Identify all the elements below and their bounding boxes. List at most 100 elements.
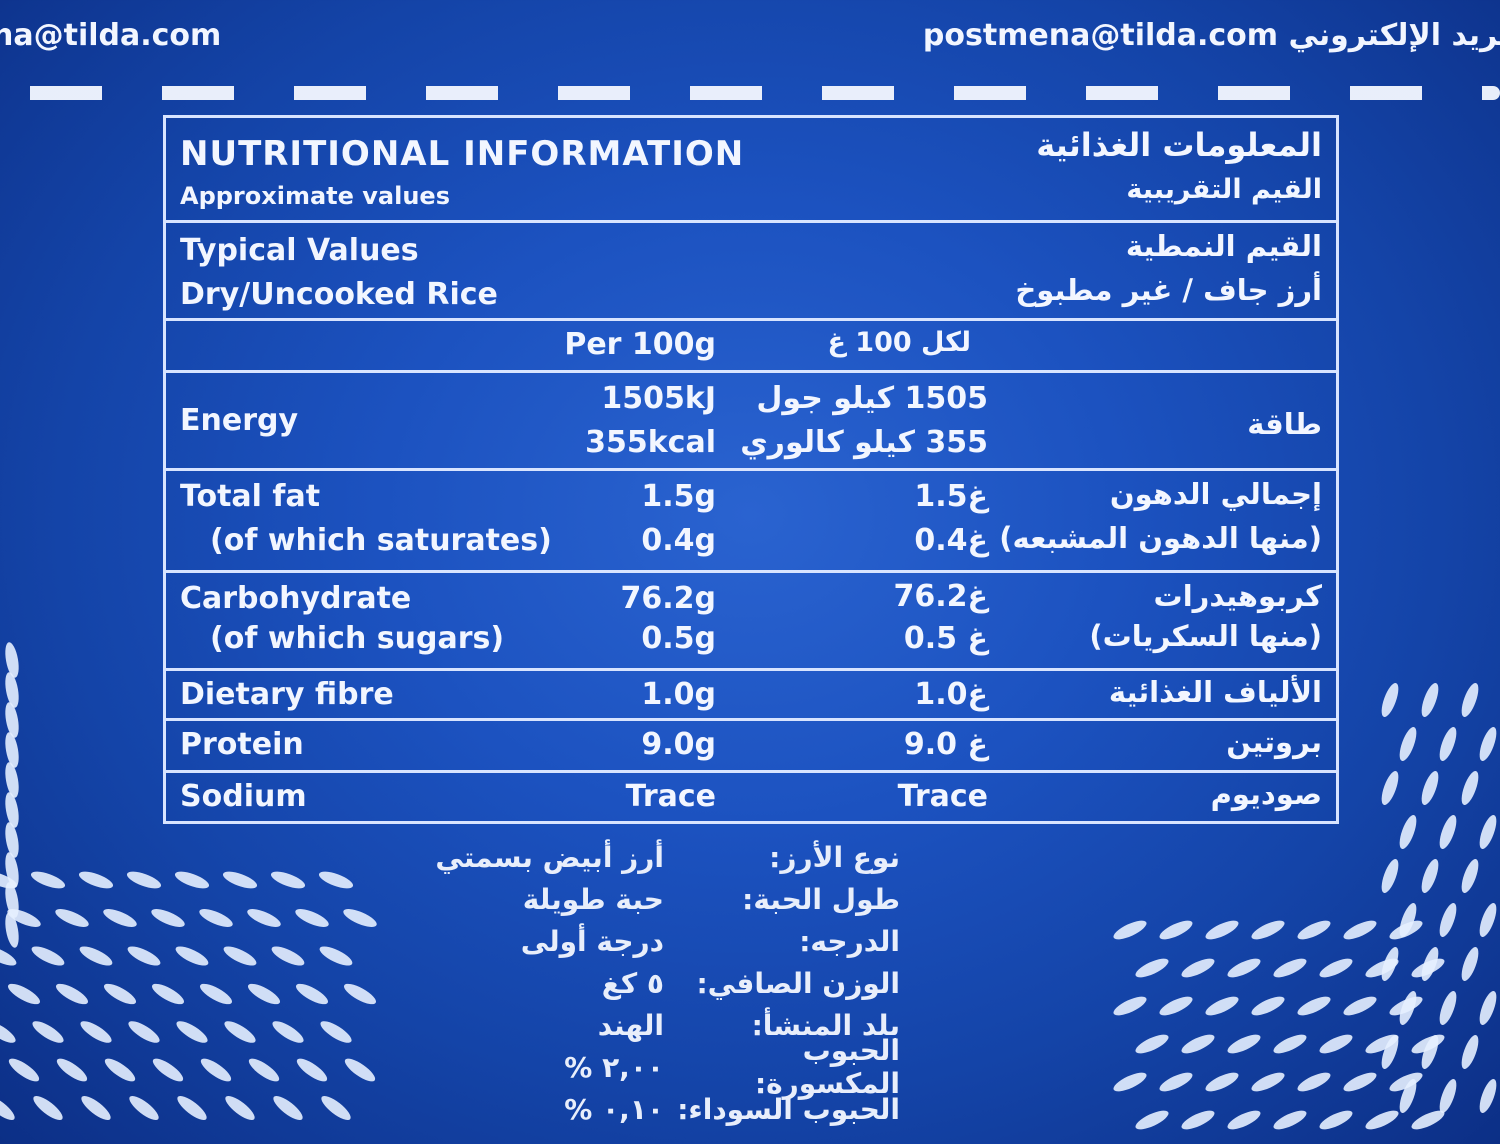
rice-grain [1461, 858, 1479, 894]
rice-grain [1113, 996, 1147, 1016]
rice-grain [151, 983, 185, 1005]
rice-grain [1227, 1110, 1261, 1130]
email-label-ar: بريد الإلكتروني [1288, 18, 1500, 53]
rice-grain [1381, 770, 1399, 806]
rice-grain [1251, 996, 1285, 1016]
fibre-label-ar: الألياف الغذائية [1108, 675, 1322, 709]
rice-grain [270, 871, 306, 889]
rice-grain [55, 909, 89, 927]
rice-grain [32, 1021, 64, 1043]
rice-grain [104, 1058, 136, 1082]
typical-label-ar: القيم النمطية [1125, 229, 1322, 263]
fat-label: Total fat [180, 479, 321, 514]
detail-label: طول الحبة: [742, 882, 900, 916]
email-left: na@tilda.com [0, 18, 222, 53]
rice-grain [1319, 958, 1353, 978]
rice-grain [225, 1095, 255, 1121]
rice-grain [176, 1021, 208, 1043]
rice-grain [1399, 726, 1417, 762]
rice-grain [318, 871, 354, 889]
sodium-label-ar: صوديوم [1210, 777, 1322, 811]
saturates-label: (of which saturates) [210, 523, 552, 558]
typical-label: Typical Values [180, 233, 419, 268]
detail-row: نوع الأرز: أرز أبيض بسمتي [400, 836, 900, 878]
sodium-row: Sodium Trace Trace صوديوم [166, 770, 1336, 824]
dry-label: Dry/Uncooked Rice [180, 277, 498, 312]
rice-grain [56, 1058, 88, 1082]
rice-grain [271, 946, 305, 966]
rice-grain [1297, 1072, 1331, 1092]
rice-grain [1411, 958, 1445, 978]
rice-grain [1181, 1034, 1215, 1054]
rice-grain [1181, 1110, 1215, 1130]
rice-grain [1439, 1078, 1457, 1114]
carb-label-ar: كربوهيدرات [1153, 579, 1322, 613]
rice-grain [1365, 1110, 1399, 1130]
rice-grain [1319, 1110, 1353, 1130]
fibre-label: Dietary fibre [180, 677, 394, 712]
rice-grain [1461, 770, 1479, 806]
energy-label: Energy [180, 403, 299, 438]
protein-value-ar: 9.0 غ [903, 727, 988, 762]
rice-grain [127, 946, 161, 966]
saturates-value-ar: 0.4غ [914, 523, 988, 558]
rice-grain [1251, 920, 1285, 940]
email-address: postmena@tilda.com [922, 18, 1279, 53]
detail-row: الدرجه: درجة أولى [400, 920, 900, 962]
rice-grain [5, 702, 19, 738]
rice-grain [1439, 990, 1457, 1026]
sugars-value-ar: 0.5 غ [903, 621, 988, 656]
rice-grain [1439, 902, 1457, 938]
rice-grain [1479, 814, 1497, 850]
rice-grain [5, 882, 19, 918]
rice-grain [5, 732, 19, 768]
detail-row: طول الحبة: حبة طويلة [400, 878, 900, 920]
rice-grain [320, 1021, 352, 1043]
rice-grain [343, 983, 377, 1005]
table-subtitle: Approximate values [180, 182, 450, 210]
detail-row: بلد المنشأ: الهند [400, 1004, 900, 1046]
rice-grain [81, 1095, 111, 1121]
rice-grain [1273, 1034, 1307, 1054]
sugars-label-ar: (منها السكريات) [1089, 619, 1322, 653]
rice-grain [1389, 996, 1423, 1016]
email-right: postmena@tilda.com بريد الإلكتروني [923, 18, 1500, 53]
rice-grain [295, 909, 329, 927]
detail-label: الحبوب السوداء: [677, 1092, 900, 1126]
rice-grain [30, 871, 66, 889]
energy-kj: 1505kJ [601, 381, 716, 416]
rice-grain [177, 1095, 207, 1121]
detail-value: ٢,٠٠ % [564, 1050, 664, 1084]
rice-grain [31, 946, 65, 966]
sugars-value: 0.5g [641, 621, 716, 656]
sodium-value: Trace [625, 779, 716, 814]
rice-grain [1421, 770, 1439, 806]
detail-value: ٠,١٠ % [564, 1092, 664, 1126]
rice-grain [223, 946, 257, 966]
rice-grain [1319, 1034, 1353, 1054]
rice-grain [344, 1058, 376, 1082]
rice-grain [1411, 1110, 1445, 1130]
rice-grain [174, 871, 210, 889]
rice-grain [151, 909, 185, 927]
rice-grain [1273, 958, 1307, 978]
rice-grain [1421, 858, 1439, 894]
rice-grain [1439, 814, 1457, 850]
rice-grain [247, 983, 281, 1005]
rice-grain [103, 909, 137, 927]
dashed-divider [0, 86, 1500, 100]
rice-grain [126, 871, 162, 889]
detail-label: الوزن الصافي: [696, 966, 900, 1000]
detail-value: حبة طويلة [522, 882, 664, 916]
rice-grain [319, 946, 353, 966]
rice-grain [152, 1058, 184, 1082]
rice-grain [1399, 814, 1417, 850]
rice-grain [1439, 726, 1457, 762]
rice-grain [1365, 958, 1399, 978]
rice-grain [1297, 996, 1331, 1016]
rice-grain [272, 1021, 304, 1043]
rice-grain [1343, 1072, 1377, 1092]
rice-grain [128, 1021, 160, 1043]
rice-grain [7, 983, 41, 1005]
